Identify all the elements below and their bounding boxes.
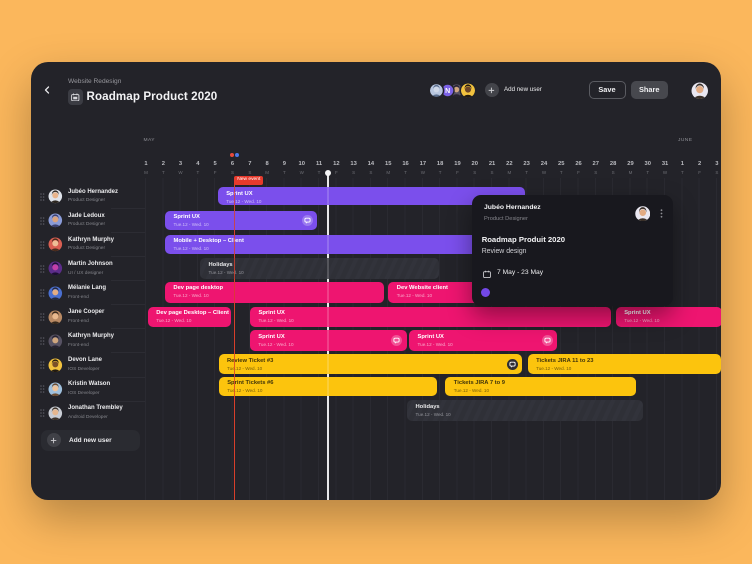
svg-text:N: N [445,88,450,95]
